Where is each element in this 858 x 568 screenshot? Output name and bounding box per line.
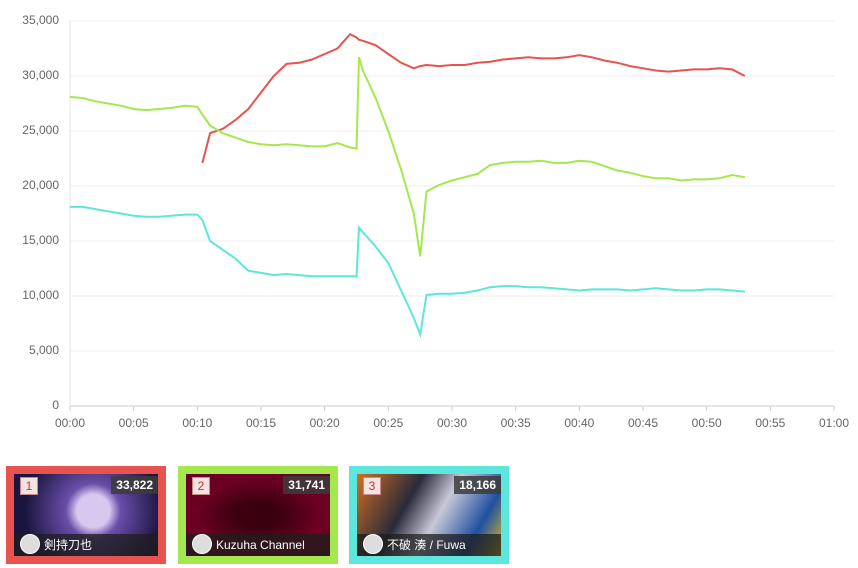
y-tick-label: 15,000 [22, 233, 59, 247]
line-series [70, 205, 745, 339]
y-tick-label: 30,000 [22, 68, 59, 82]
x-tick-label: 01:00 [819, 416, 849, 430]
avatar [20, 534, 40, 554]
y-tick-label: 25,000 [22, 123, 59, 137]
x-tick-label: 00:10 [182, 416, 212, 430]
channel-card: 2 31,741 Kuzuha Channel [178, 466, 338, 564]
y-tick-label: 10,000 [22, 288, 59, 302]
x-tick-label: 00:55 [755, 416, 785, 430]
channel-name: 剣持刀也 [14, 534, 158, 556]
channel-name: 不破 湊 / Fuwa [357, 534, 501, 556]
count: 33,822 [111, 476, 158, 494]
line-series [69, 57, 746, 257]
x-tick-label: 00:00 [55, 416, 85, 430]
avatar [192, 534, 212, 554]
y-tick-label: 0 [52, 398, 59, 412]
y-tick-label: 20,000 [22, 178, 59, 192]
x-tick-label: 00:20 [310, 416, 340, 430]
x-tick-label: 00:35 [501, 416, 531, 430]
x-tick-label: 00:25 [373, 416, 403, 430]
x-tick-label: 00:45 [628, 416, 658, 430]
line-series [201, 32, 746, 164]
x-tick-label: 00:50 [692, 416, 722, 430]
avatar [363, 534, 383, 554]
x-tick-label: 00:40 [564, 416, 594, 430]
x-tick-label: 00:05 [119, 416, 149, 430]
x-tick-label: 00:30 [437, 416, 467, 430]
channel-name: Kuzuha Channel [186, 534, 330, 556]
count: 31,741 [283, 476, 330, 494]
y-tick-label: 5,000 [29, 343, 59, 357]
channel-card: 3 18,166 不破 湊 / Fuwa [349, 466, 509, 564]
channel-card: 1 33,822 剣持刀也 [6, 466, 166, 564]
chart: 0 5,000 10,000 15,000 20,000 25,000 30,000 35,0… [22, 13, 849, 430]
y-tick-label: 35,000 [22, 13, 59, 27]
rank: 2 [192, 477, 210, 495]
count: 18,166 [454, 476, 501, 494]
rank: 1 [20, 477, 38, 495]
x-tick-label: 00:15 [246, 416, 276, 430]
rank: 3 [363, 477, 381, 495]
